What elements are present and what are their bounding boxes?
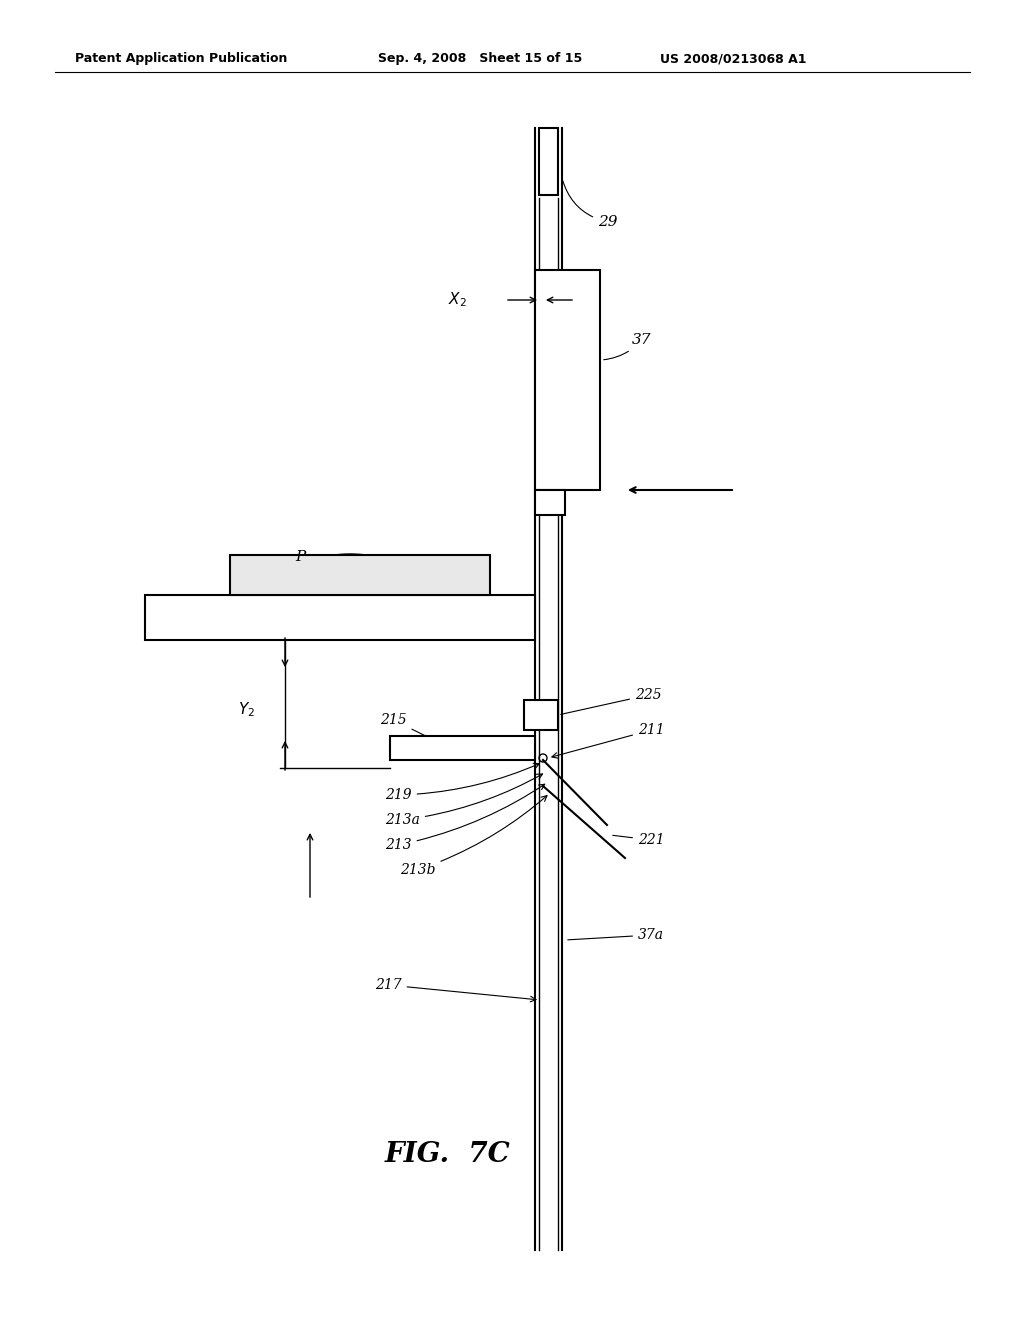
Text: 213: 213: [385, 784, 545, 851]
Text: $Y_2$: $Y_2$: [238, 701, 255, 719]
Text: 217: 217: [375, 978, 536, 1002]
Text: 211: 211: [552, 723, 665, 758]
Text: US 2008/0213068 A1: US 2008/0213068 A1: [660, 51, 807, 65]
Text: P: P: [295, 550, 305, 564]
Bar: [535, 490, 565, 515]
Bar: [390, 737, 535, 760]
Text: FIG.  7C: FIG. 7C: [385, 1142, 511, 1168]
Bar: [539, 128, 558, 195]
Bar: [145, 595, 535, 640]
Bar: [230, 554, 490, 595]
Bar: [524, 700, 558, 730]
Text: Sep. 4, 2008   Sheet 15 of 15: Sep. 4, 2008 Sheet 15 of 15: [378, 51, 583, 65]
Text: 213a: 213a: [385, 774, 543, 828]
Text: 37: 37: [604, 333, 651, 360]
Text: 215: 215: [380, 713, 446, 746]
Text: 37a: 37a: [567, 928, 664, 942]
Text: Patent Application Publication: Patent Application Publication: [75, 51, 288, 65]
Bar: [535, 271, 600, 490]
Text: 219: 219: [385, 763, 540, 803]
Text: 213b: 213b: [400, 796, 547, 876]
Text: $X_2$: $X_2$: [449, 290, 467, 309]
Text: 29: 29: [563, 181, 617, 228]
Text: 221: 221: [612, 833, 665, 847]
Text: 225: 225: [561, 688, 662, 714]
